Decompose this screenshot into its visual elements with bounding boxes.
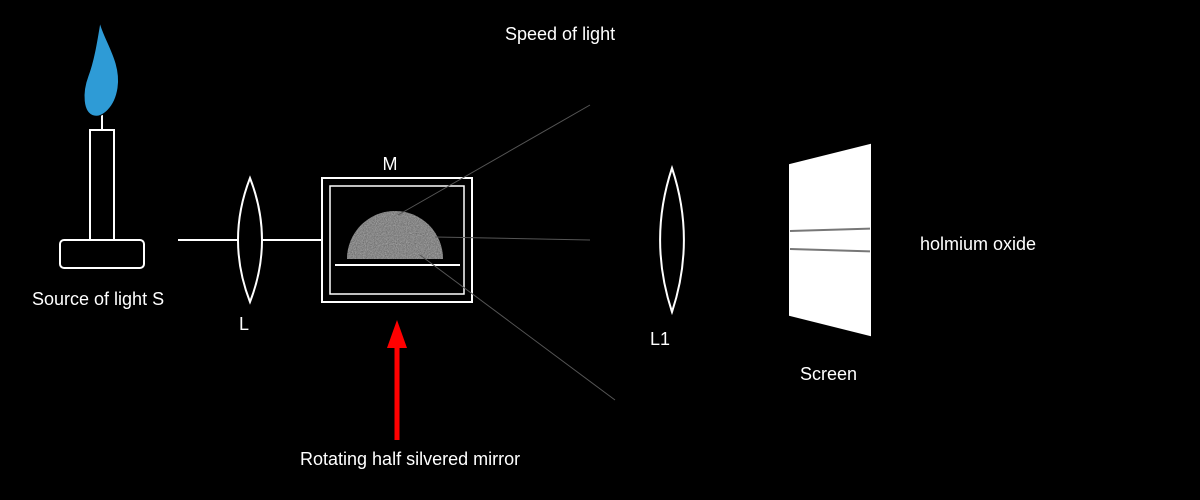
label-mirror-m: M xyxy=(383,154,398,174)
label-lens-l1: L1 xyxy=(650,329,670,349)
label-source: Source of light S xyxy=(32,289,164,309)
label-holmium-oxide: holmium oxide xyxy=(920,234,1036,254)
label-speed-of-light: Speed of light xyxy=(505,24,615,44)
candle-holder xyxy=(60,240,144,268)
label-rotating-mirror: Rotating half silvered mirror xyxy=(300,449,520,469)
label-lens-l: L xyxy=(239,314,249,334)
label-screen: Screen xyxy=(800,364,857,384)
candle-body xyxy=(90,130,114,240)
screen-face xyxy=(790,145,870,335)
